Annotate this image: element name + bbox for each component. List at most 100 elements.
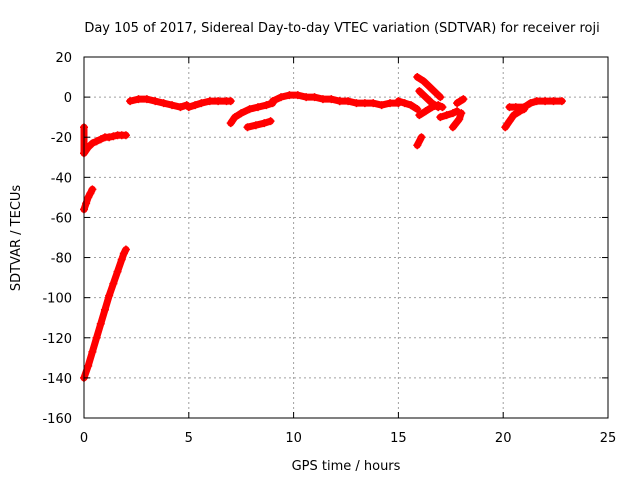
y-tick-label: -120 <box>42 332 72 347</box>
data-point <box>415 87 424 96</box>
data-point <box>88 347 97 356</box>
data-point <box>266 117 275 126</box>
data-point <box>448 123 457 132</box>
data-point <box>432 89 441 98</box>
y-tick-label: 20 <box>55 51 72 66</box>
data-point <box>105 133 114 142</box>
data-point <box>92 333 101 342</box>
data-point <box>88 185 97 194</box>
data-point <box>237 109 246 118</box>
data-point <box>421 93 430 102</box>
data-point <box>413 73 422 82</box>
data-point <box>109 132 118 141</box>
data-point <box>526 99 535 108</box>
data-point <box>335 97 344 106</box>
data-point <box>121 245 130 254</box>
data-point <box>427 103 436 112</box>
data-point <box>386 99 395 108</box>
data-point <box>84 361 93 370</box>
data-point <box>532 97 541 106</box>
data-point <box>126 97 135 106</box>
data-point <box>109 279 118 288</box>
data-point <box>226 97 235 106</box>
data-point <box>84 143 93 152</box>
data-point <box>442 111 451 120</box>
data-point <box>100 305 109 314</box>
y-axis-label: SDTVAR / TECUs <box>9 185 24 292</box>
data-point <box>191 101 200 110</box>
data-point <box>377 101 386 110</box>
y-tick-label: -100 <box>42 292 72 307</box>
data-point <box>505 117 514 126</box>
data-point <box>557 97 566 106</box>
data-point <box>413 105 422 114</box>
data-point <box>168 101 177 110</box>
data-point <box>417 133 426 142</box>
data-point <box>394 97 403 106</box>
data-point <box>105 291 114 300</box>
data-point <box>421 107 430 116</box>
x-axis-ticks: 0 5 10 15 20 25 <box>80 57 616 446</box>
y-tick-label: -20 <box>51 131 72 146</box>
data-point <box>549 97 558 106</box>
x-tick-label: 15 <box>390 431 407 446</box>
data-point <box>511 103 520 112</box>
data-point <box>176 103 185 112</box>
data-point <box>352 99 361 108</box>
data-point <box>159 99 168 108</box>
data-point <box>285 91 294 100</box>
data-point <box>82 199 91 208</box>
data-point <box>406 101 415 110</box>
data-point <box>268 97 277 106</box>
data-point <box>344 97 353 106</box>
data-point <box>455 115 464 124</box>
data-point <box>459 95 468 104</box>
data-point <box>121 131 130 140</box>
data-point <box>84 193 93 202</box>
data-point <box>117 255 126 264</box>
y-tick-label: 0 <box>64 91 72 106</box>
data-point <box>520 103 529 112</box>
data-trace <box>394 97 421 113</box>
data-point <box>453 99 462 108</box>
grid-lines <box>84 57 608 418</box>
y-tick-label: -60 <box>51 211 72 226</box>
data-point <box>92 137 101 146</box>
x-tick-label: 25 <box>600 431 617 446</box>
data-point <box>277 93 286 102</box>
data-point <box>438 103 447 112</box>
data-point <box>369 99 378 108</box>
data-point <box>293 91 302 100</box>
data-point <box>327 95 336 104</box>
data-point <box>509 111 518 120</box>
data-point <box>197 99 206 108</box>
data-point <box>434 101 443 110</box>
data-point <box>419 77 428 86</box>
y-tick-label: -40 <box>51 171 72 186</box>
data-point <box>119 249 128 258</box>
data-point <box>245 105 254 114</box>
data-point <box>541 97 550 106</box>
data-point <box>501 123 510 132</box>
data-point <box>88 139 97 148</box>
data-trace <box>243 117 275 131</box>
x-tick-label: 20 <box>495 431 512 446</box>
data-point <box>413 141 422 150</box>
data-point <box>360 99 369 108</box>
x-tick-label: 5 <box>185 431 193 446</box>
data-point <box>400 99 409 108</box>
data-point <box>253 103 262 112</box>
data-point <box>230 113 239 122</box>
data-marks <box>80 73 566 382</box>
data-point <box>184 103 193 112</box>
data-point <box>260 119 269 128</box>
data-point <box>262 101 271 110</box>
data-point <box>96 135 105 144</box>
chart-title: Day 105 of 2017, Sidereal Day-to-day VTE… <box>84 21 599 36</box>
data-point <box>142 95 151 104</box>
data-point <box>302 93 311 102</box>
y-tick-label: -80 <box>51 252 72 267</box>
data-point <box>457 109 466 118</box>
data-point <box>310 93 319 102</box>
x-axis-label: GPS time / hours <box>292 459 401 474</box>
